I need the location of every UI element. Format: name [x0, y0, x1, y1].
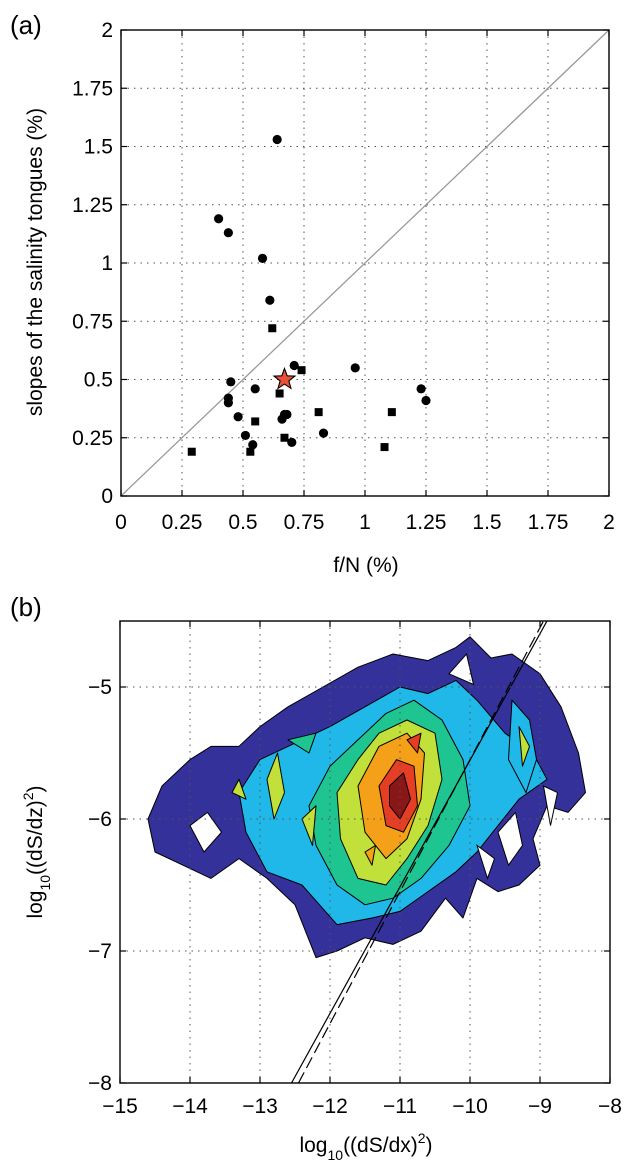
x-tick-label: 1.5: [472, 511, 501, 534]
y-tick-label: 1: [101, 252, 113, 275]
y-tick-label: 2: [101, 19, 113, 42]
contour-region-level-3: [231, 778, 247, 800]
panel-a-x-axis-label: f/N (%): [333, 554, 398, 577]
panel-a-plot-area: [120, 29, 610, 497]
data-point-square: [297, 366, 306, 375]
x-tick-label: 1: [359, 511, 371, 534]
data-point-circle: [226, 377, 236, 387]
data-point-square: [251, 417, 260, 426]
scatter-panel-a: (a) 0 0.25 0.5 0.75 1 1.25 1.5 1.75 2 0 0.25 0.5 0.7…: [10, 10, 615, 577]
data-point-circle: [272, 134, 282, 145]
data-point-square: [280, 433, 289, 442]
data-point-star: [272, 366, 297, 390]
data-point-circle: [223, 228, 233, 238]
x-tick-label: 2: [603, 511, 615, 534]
contour-hole: [542, 785, 559, 826]
x-tick-label: −12: [312, 1095, 348, 1118]
data-point-square: [387, 408, 396, 417]
data-point-circle: [318, 428, 329, 438]
one-to-one-line: [120, 29, 610, 497]
y-tick-label: 1.75: [72, 77, 113, 100]
contour-region-level-5: [406, 732, 422, 754]
dashed-trend-line: [297, 621, 545, 1083]
data-point-circle: [250, 384, 260, 394]
data-point-circle: [248, 440, 258, 450]
panel-b-x-axis-label: log10((dS/dx)2): [299, 1130, 432, 1163]
data-point-circle: [223, 398, 233, 408]
data-point-circle: [416, 384, 426, 394]
contour-region-level-4: [364, 844, 376, 866]
y-tick-label: 0: [101, 485, 113, 508]
x-tick-label: −15: [102, 1095, 138, 1118]
data-point-circle: [287, 437, 297, 448]
data-point-square: [380, 443, 389, 452]
data-point-square: [275, 389, 284, 398]
y-tick-label: −6: [88, 808, 112, 831]
contour-hole: [497, 811, 524, 867]
contour-hole: [189, 811, 223, 853]
x-tick-label: 0.75: [284, 511, 325, 534]
data-point-circle: [421, 395, 431, 406]
contour-hole: [448, 652, 475, 686]
y-tick-label: 0.25: [72, 427, 113, 450]
data-point-circle: [257, 253, 268, 263]
contour-panel-b: (b) −15 −14 −13 −12 −11 −10 −9 −8 −8 −7 −6 −5 log10…: [10, 592, 622, 1163]
data-point-square: [246, 447, 255, 456]
contour-region-level-2: [287, 732, 317, 754]
data-point-square: [314, 408, 323, 417]
data-point-circle: [240, 430, 251, 441]
panel-b-grid: [120, 621, 610, 1083]
x-tick-label: 0.5: [228, 511, 257, 534]
x-tick-label: 0: [115, 511, 127, 534]
panel-a-y-axis-label: slopes of the salinity tongues (%): [24, 108, 47, 416]
y-tick-label: 0.75: [72, 310, 113, 333]
x-tick-label: −14: [172, 1095, 208, 1118]
contour-hole: [476, 844, 496, 880]
data-point-circle: [265, 295, 275, 305]
y-tick-label: 1.5: [84, 136, 113, 159]
y-tick-label: −5: [88, 676, 112, 699]
contour-region-level-3: [266, 752, 285, 820]
contour-region-level-3: [301, 805, 317, 846]
x-tick-label: 1.25: [406, 511, 447, 534]
x-tick-label: 1.75: [528, 511, 569, 534]
y-tick-label: −8: [88, 1072, 112, 1095]
x-tick-label: −13: [242, 1095, 278, 1118]
data-point-square: [187, 447, 196, 456]
contour-region-level-3: [518, 726, 530, 767]
x-tick-label: 0.25: [162, 511, 203, 534]
panel-a-label: (a): [10, 10, 42, 40]
x-tick-label: −9: [528, 1095, 552, 1118]
data-point-square: [268, 324, 277, 333]
data-point-circle: [233, 412, 243, 422]
solid-trend-line: [290, 621, 548, 1083]
panel-b-y-axis-label: log10((dS/dz)2): [20, 785, 53, 918]
panel-b-label: (b): [10, 592, 42, 622]
panel-a-ticks: 0 0.25 0.5 0.75 1 1.25 1.5 1.75 2 0 0.25 0.5 0.75 1 1.…: [72, 19, 615, 534]
x-tick-label: −10: [452, 1095, 488, 1118]
data-point-circle: [214, 214, 224, 224]
panel-b-frame: [119, 620, 611, 1084]
x-tick-label: −11: [383, 1095, 417, 1118]
data-point-circle: [289, 360, 299, 371]
y-tick-label: −7: [88, 940, 112, 963]
data-point-circle: [277, 414, 287, 424]
contour-region-level-6: [389, 772, 411, 820]
y-tick-label: 1.25: [72, 194, 113, 217]
panel-b-plot-area: [147, 621, 586, 1083]
x-tick-label: −8: [598, 1095, 622, 1118]
data-point-circle: [350, 363, 360, 373]
y-tick-label: 0.5: [84, 369, 113, 392]
panel-b-ticks: −15 −14 −13 −12 −11 −10 −9 −8 −8 −7 −6 −5: [88, 621, 622, 1118]
